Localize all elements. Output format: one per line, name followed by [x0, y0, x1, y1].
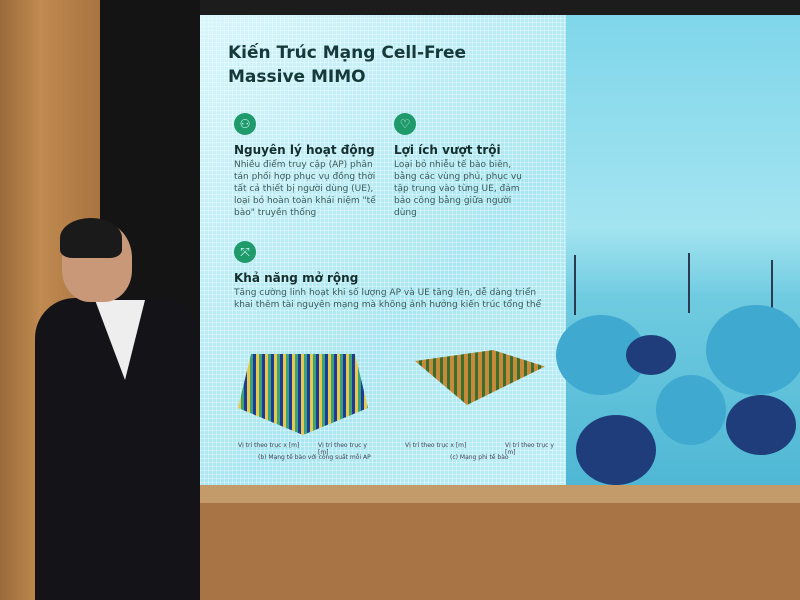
card-benefits: ♡ Lợi ích vượt trội Loại bỏ nhiễu tế bào… [394, 113, 534, 219]
antenna-tower [574, 255, 576, 315]
x-axis-label: Vị trí theo trục x [m] [405, 442, 467, 449]
plot-caption: (c) Mạng phi tế bào [450, 454, 509, 461]
illustration-panel [556, 15, 800, 487]
y-axis-label: Vị trí theo trục y [m] [318, 442, 367, 456]
surface-plot-mesh [415, 350, 545, 405]
surface-plot-cellular: Vị trí theo trục x [m] Vị trí theo trục … [218, 340, 378, 465]
plot-caption: (b) Mạng tế bào với công suất mỗi AP [258, 454, 371, 461]
slide-title: Kiến Trúc Mạng Cell-Free Massive MIMO [228, 43, 467, 87]
tree [706, 305, 800, 395]
tree [626, 335, 676, 375]
network-icon: ⚇ [234, 113, 256, 135]
card-text: Nhiều điểm truy cập (AP) phân tán phối h… [234, 160, 376, 218]
y-axis-label: Vị trí theo trục y [m] [505, 442, 554, 456]
surface-plot-mesh [238, 354, 368, 435]
card-heading: Lợi ích vượt trội [394, 143, 501, 157]
card-scalability: ⤧ Khả năng mở rộng Tăng cường linh hoạt … [234, 241, 544, 311]
projection-screen-slide: Kiến Trúc Mạng Cell-Free Massive MIMO ⚇ … [200, 15, 566, 487]
antenna-tower [688, 253, 690, 313]
card-text: Tăng cường linh hoạt khi số lượng AP và … [234, 288, 542, 310]
surface-plot-cell-free: Vị trí theo trục x [m] Vị trí theo trục … [395, 340, 555, 465]
tree [726, 395, 796, 455]
antenna-tower [771, 260, 773, 310]
x-axis-label: Vị trí theo trục x [m] [238, 442, 300, 449]
tree [656, 375, 726, 445]
card-heading: Nguyên lý hoạt động [234, 143, 375, 157]
card-principle: ⚇ Nguyên lý hoạt động Nhiều điểm truy cậ… [234, 113, 384, 219]
tree [576, 415, 656, 485]
shield-icon: ♡ [394, 113, 416, 135]
presenter-hair [60, 218, 122, 258]
ceiling [200, 0, 800, 15]
card-text: Loại bỏ nhiễu tế bào biên, bằng các vùng… [394, 160, 522, 218]
card-heading: Khả năng mở rộng [234, 271, 359, 285]
expand-icon: ⤧ [234, 241, 256, 263]
